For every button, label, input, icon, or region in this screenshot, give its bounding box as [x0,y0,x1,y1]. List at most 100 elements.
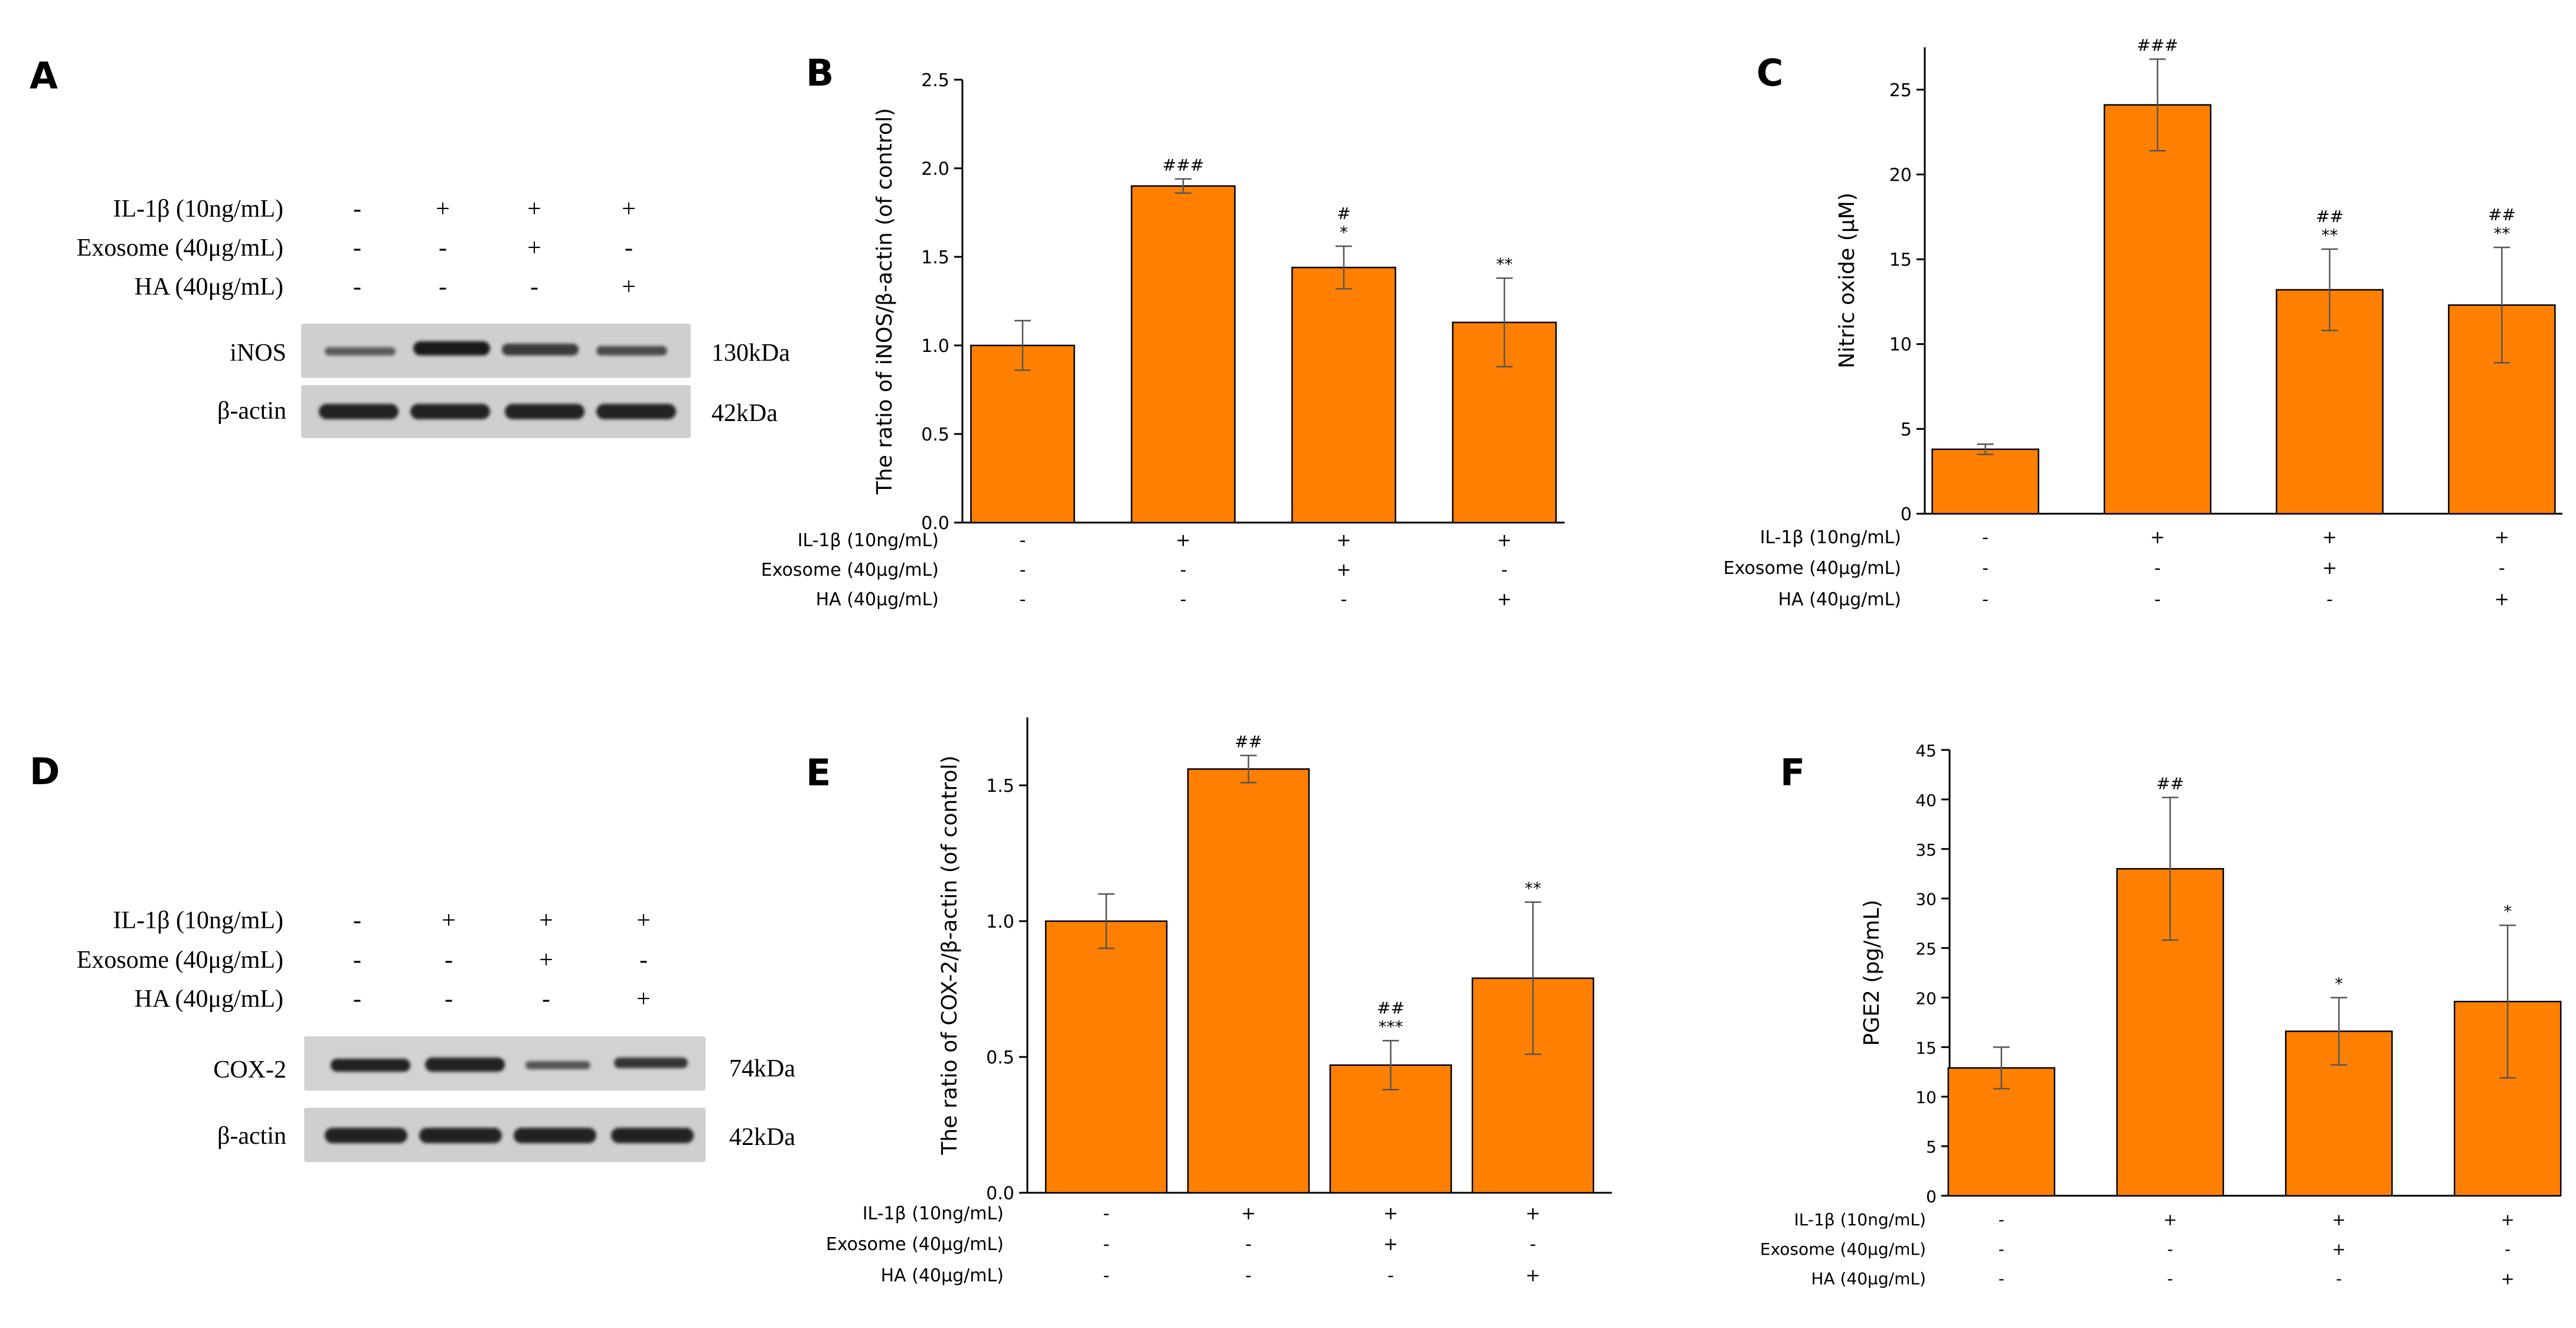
significance-label: ## [1235,732,1262,751]
bar [1131,185,1236,524]
condition-label: HA (40μg/mL) [134,986,283,1013]
condition-sign: - [530,273,538,301]
condition-sign: - [353,234,361,262]
y-axis-label: PGE2 (pg/mL) [1860,900,1884,1046]
condition-sign: + [539,947,553,974]
condition-sign: + [527,195,541,223]
condition-row: HA (40μg/mL) - - - + [0,273,827,308]
blot-label-beta-actin: β-actin [217,1123,286,1150]
condition-sign: - [353,986,361,1013]
condition-sign: + [1497,530,1511,551]
condition-sign: + [539,907,553,934]
condition-sign: - [1020,560,1026,580]
y-tick-label: 15 [1915,1038,1937,1058]
condition-sign: + [636,907,651,934]
y-tick-label: 0.0 [921,513,949,534]
y-tick-label: 1.5 [986,776,1014,797]
condition-label: Exosome (40μg/mL) [76,234,283,262]
y-axis-label: The ratio of iNOS/β-actin (of control) [873,108,897,495]
blot-beta-actin [301,385,691,438]
bar [2103,104,2212,515]
y-tick-label: 25 [1889,80,1912,101]
significance-label: *** [1378,1017,1403,1036]
condition-label: IL-1β (10ng/mL) [113,195,283,223]
band [514,1128,596,1143]
y-tick-label: 40 [1915,791,1937,810]
band [596,404,676,419]
condition-sign: + [2500,1210,2514,1229]
condition-label: Exosome (40μg/mL) [826,1234,1004,1255]
y-tick-label: 1.5 [921,247,949,268]
y-tick-label: 1.0 [921,336,949,357]
bar [1291,266,1396,524]
condition-sign: - [2167,1269,2173,1288]
significance-label: ## [2488,205,2516,224]
y-tick-label: 0.5 [921,425,949,445]
panel-letter: C [1756,51,1784,94]
condition-sign: - [1020,530,1026,551]
band [419,1128,502,1143]
band [331,1059,410,1072]
condition-sign: + [2500,1269,2514,1288]
chart-panel-f: F 0 5 10 15 20 25 30 35 40 45 PGE2 (pg/mL) ## * * IL-1β… [1760,741,2562,1288]
blot-label-inos: iNOS [230,340,286,367]
condition-label: IL-1β (10ng/mL) [863,1203,1004,1224]
condition-label: Exosome (40μg/mL) [76,947,283,974]
condition-sign: - [1530,1234,1536,1255]
band [614,1058,688,1068]
band [502,344,579,355]
y-tick-label: 20 [1889,165,1912,185]
blot-label-beta-actin: β-actin [217,397,286,425]
western-blot-panel-d: IL-1β (10ng/mL) - + + + Exosome (40μg/mL… [0,0,827,1328]
condition-sign: + [1241,1203,1256,1224]
y-tick-label: 0 [1926,1187,1937,1206]
condition-sign: + [2150,527,2165,548]
bar [1187,768,1310,1194]
y-tick-label: 5 [1926,1137,1937,1157]
condition-sign: + [2332,1210,2346,1229]
blot-beta-actin [304,1108,706,1162]
condition-sign: - [2505,1239,2510,1259]
condition-sign: + [2163,1210,2177,1229]
condition-sign: + [2322,527,2337,548]
condition-sign: - [1982,589,1989,610]
condition-label: HA (40μg/mL) [1778,589,1901,610]
condition-sign: - [1982,558,1989,579]
condition-sign: - [1501,560,1508,580]
band [596,346,667,355]
condition-label: IL-1β (10ng/mL) [1760,527,1901,548]
band [525,1061,590,1069]
bar [1044,920,1168,1194]
condition-sign: - [2154,589,2161,610]
condition-sign: - [1180,589,1187,610]
y-tick-label: 20 [1915,988,1937,1008]
band [325,1128,407,1143]
condition-sign: + [622,273,636,301]
significance-label: ## [1377,998,1405,1017]
condition-sign: + [622,195,636,223]
blot-kda-beta-actin: 42kDa [729,1124,795,1151]
condition-row: IL-1β (10ng/mL) - + + + [0,195,827,230]
condition-sign: - [445,947,453,974]
condition-row: HA (40μg/mL) - - - + [0,985,827,1020]
condition-sign: - [2167,1239,2173,1259]
condition-sign: + [1336,560,1351,580]
condition-sign: - [625,234,633,262]
chart-panel-b: B 0.0 0.5 1.0 1.5 2.0 2.5 The ratio of iNOS/β-a… [761,51,1565,610]
y-tick-label: 1.0 [986,912,1014,932]
blot-cox2 [304,1036,706,1091]
condition-sign: + [2495,527,2509,548]
condition-sign: - [1341,589,1347,610]
y-tick-label: 10 [1915,1088,1937,1107]
panel-letter-a: A [30,54,58,97]
band [611,1128,694,1143]
condition-sign: - [1999,1239,2004,1259]
condition-sign: + [1497,589,1511,610]
significance-label: ### [2137,35,2178,55]
y-tick-label: 5 [1901,419,1912,440]
condition-sign: - [1999,1269,2004,1288]
significance-label: ### [1163,155,1204,175]
bar [970,344,1075,524]
condition-label: HA (40μg/mL) [1811,1269,1926,1288]
y-tick-label: 0.0 [986,1183,1014,1204]
